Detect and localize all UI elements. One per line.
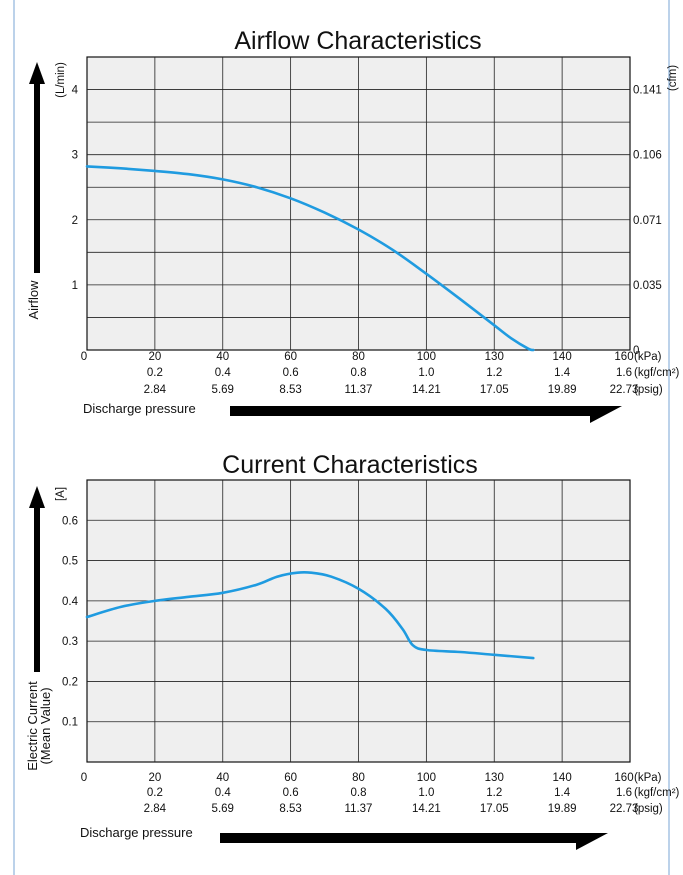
current-series-line [85,570,535,660]
airflow-y-tick-label: 4 [72,85,79,97]
airflow-x-tick-kgf: 0.4 [215,367,232,379]
airflow-x-tick-kpa: 130 [485,351,504,363]
airflow-y2-unit: (cfm) [667,65,679,91]
current-y-tick-label: 0.3 [62,636,78,648]
airflow-y2-tick-label: 0 [633,345,639,357]
airflow-x-unit-psig: (psig) [634,384,663,396]
airflow-y-tick-label: 1 [72,280,78,292]
current-x-tick-kgf: 1.2 [486,787,502,799]
airflow-y-arrow-head [29,62,45,84]
page-frame [13,0,670,875]
current-x-arrow-head [576,833,608,850]
airflow-x-tick-kgf: 0.8 [351,367,367,379]
airflow-x-tick-kgf: 0.6 [283,367,299,379]
airflow-grid [87,57,630,350]
airflow-x-tick-kpa: 60 [284,351,297,363]
current-x-tick-kpa: 100 [417,772,436,784]
current-x-unit-kpa: (kPa) [634,772,662,784]
airflow-x-tick-psig: 11.37 [345,384,373,396]
airflow-x-tick-kgf: 1.4 [554,367,571,379]
airflow-x-tick-kpa: 20 [148,351,161,363]
current-x-arrow-shaft [220,833,578,843]
current-x-tick-kgf: 0.4 [215,787,232,799]
current-x-tick-kgf: 0.8 [351,787,367,799]
current-x-unit-kgf: (kgf/cm²) [634,787,680,799]
current-x-tick-psig: 2.84 [144,803,167,815]
airflow-x-tick-kpa: 140 [553,351,572,363]
airflow-chart-title: Airflow Characteristics [234,27,481,55]
current-y-tick-label: 0.6 [62,515,78,527]
airflow-x-tick-psig: 8.53 [279,384,301,396]
airflow-x-tick-kpa: 40 [216,351,229,363]
airflow-y2-tick-label: 0.035 [633,280,662,292]
airflow-x-tick-psig: 19.89 [548,384,577,396]
current-x-tick-kpa: 140 [553,772,572,784]
current-grid [87,480,630,762]
current-x-tick-psig: 14.21 [412,803,441,815]
airflow-y2-tick-label: 0.141 [633,85,662,97]
current-x-tick-psig: 17.05 [480,803,509,815]
airflow-x-unit-kpa: (kPa) [634,351,662,363]
current-x-tick-kgf: 1.4 [554,787,571,799]
current-x-tick-kpa: 130 [485,772,504,784]
current-y-tick-label: 0.2 [62,676,78,688]
current-x-tick-kgf: 0.6 [283,787,299,799]
airflow-y-tick-label: 3 [72,150,78,162]
airflow-y-unit: (L/min) [55,62,67,98]
current-x-tick-kgf: 1.6 [616,787,632,799]
airflow-x-tick-psig: 5.69 [212,384,234,396]
airflow-x-zero-label: 0 [81,351,87,363]
current-x-tick-kgf: 1.0 [418,787,434,799]
airflow-x-tick-kpa: 80 [352,351,365,363]
airflow-x-tick-psig: 2.84 [144,384,167,396]
airflow-x-tick-kgf: 1.2 [486,367,502,379]
current-x-tick-kpa: 80 [352,772,365,784]
current-y-arrow-shaft [34,506,40,672]
current-y-tick-label: 0.1 [62,717,78,729]
airflow-x-unit-kgf: (kgf/cm²) [634,367,680,379]
current-x-tick-psig: 8.53 [279,803,301,815]
airflow-y-arrow-shaft [34,82,40,273]
current-y-axis-label: Electric Current [25,681,40,771]
current-y-tick-label: 0.5 [62,556,78,568]
airflow-series-line [85,165,535,352]
airflow-x-tick-psig: 17.05 [480,384,509,396]
current-x-tick-kpa: 40 [216,772,229,784]
current-x-tick-kgf: 0.2 [147,787,163,799]
current-x-tick-psig: 11.37 [345,803,373,815]
current-x-zero-label: 0 [81,772,87,784]
current-x-tick-kpa: 20 [148,772,161,784]
airflow-x-tick-psig: 22.73 [610,384,639,396]
airflow-y-tick-label: 2 [72,215,78,227]
current-y-axis-label-2: (Mean Value) [38,687,53,764]
current-x-tick-psig: 5.69 [212,803,234,815]
airflow-x-arrow-head [590,406,622,423]
current-y-unit: [A] [55,487,67,501]
airflow-x-tick-kgf: 1.0 [418,367,434,379]
current-chart-title: Current Characteristics [222,451,478,479]
current-x-tick-kpa: 160 [614,772,633,784]
airflow-y-axis-label: Airflow [26,280,41,320]
current-y-arrow-head [29,486,45,508]
current-x-tick-kpa: 60 [284,772,297,784]
airflow-y2-tick-label: 0.071 [633,215,662,227]
current-y-tick-label: 0.4 [62,596,79,608]
airflow-x-tick-kgf: 0.2 [147,367,163,379]
airflow-x-arrow-shaft [230,406,592,416]
current-x-tick-psig: 19.89 [548,803,577,815]
airflow-x-tick-kgf: 1.6 [616,367,632,379]
airflow-x-tick-kpa: 160 [614,351,633,363]
airflow-y2-tick-label: 0.106 [633,150,662,162]
airflow-x-tick-kpa: 100 [417,351,436,363]
airflow-x-tick-psig: 14.21 [412,384,441,396]
airflow-x-axis-label: Discharge pressure [83,401,196,416]
current-x-tick-psig: 22.73 [610,803,639,815]
current-chart: 0.1 0.2 0.3 0.4 0.5 0.6 0 20 0.2 2.84 40 0.4 5.69 60 0… [29,479,680,850]
current-x-axis-label: Discharge pressure [80,825,193,840]
current-x-unit-psig: (psig) [634,803,663,815]
